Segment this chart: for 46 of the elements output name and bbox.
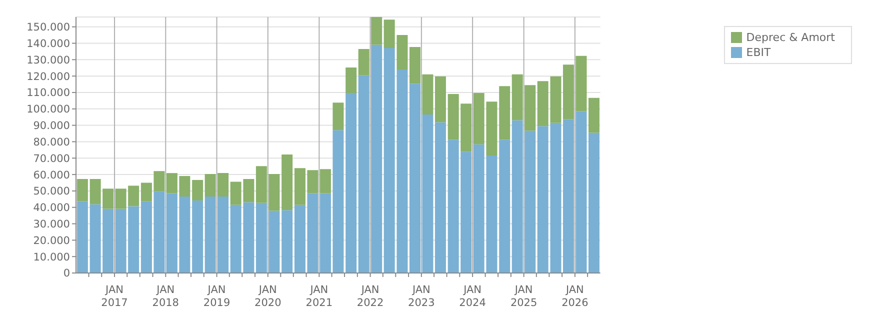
x-tick-label: JAN 2021 [306, 284, 333, 309]
x-tick-label: JAN 2019 [203, 284, 230, 309]
bar [499, 140, 510, 273]
y-tick-label: 130.000 [26, 54, 70, 66]
legend-label: EBIT [746, 46, 771, 59]
y-tick-label: 50.000 [33, 186, 70, 198]
x-tick-label: JAN 2020 [254, 284, 282, 309]
bar [434, 76, 446, 122]
x-tick-label: JAN 2023 [408, 284, 435, 309]
bar [192, 200, 204, 273]
y-tick-label: 150.000 [26, 22, 70, 34]
bar [358, 49, 370, 76]
y-tick-label: 80.000 [33, 136, 70, 148]
y-tick-label: 60.000 [33, 169, 70, 182]
y-tick-label: 90.000 [33, 120, 70, 132]
bar [434, 122, 446, 273]
x-tick-label: JAN 2024 [459, 284, 486, 309]
bar [588, 132, 600, 273]
y-tick-label: 140.000 [26, 38, 70, 50]
bar [371, 17, 382, 45]
x-tick-label: JAN 2026 [562, 284, 589, 309]
bar [282, 154, 293, 210]
bar [192, 180, 204, 200]
bar [76, 201, 88, 273]
y-tick-label: 110.000 [26, 87, 70, 100]
legend-label: Deprec & Amort [746, 31, 835, 44]
bar [332, 102, 344, 130]
x-tick-label: JAN 2017 [101, 284, 128, 309]
y-tick-label: 0 [63, 268, 70, 280]
bar [76, 178, 88, 202]
x-tick-label: JAN 2025 [510, 284, 538, 309]
y-tick-label: 10.000 [33, 251, 70, 264]
x-tick-label: JAN 2018 [152, 284, 180, 309]
x-tick-label: JAN 2022 [356, 284, 384, 309]
y-tick-label: 120.000 [26, 70, 70, 83]
bar [346, 68, 357, 93]
bar [320, 169, 331, 194]
bar [346, 92, 357, 273]
bar [588, 98, 600, 133]
y-tick-label: 70.000 [33, 152, 70, 165]
y-tick-label: 40.000 [33, 202, 70, 214]
y-tick-label: 100.000 [26, 104, 70, 116]
y-tick-label: 20.000 [33, 234, 70, 247]
bar [499, 86, 510, 140]
bar [282, 210, 293, 273]
y-tick-label: 30.000 [33, 218, 70, 230]
